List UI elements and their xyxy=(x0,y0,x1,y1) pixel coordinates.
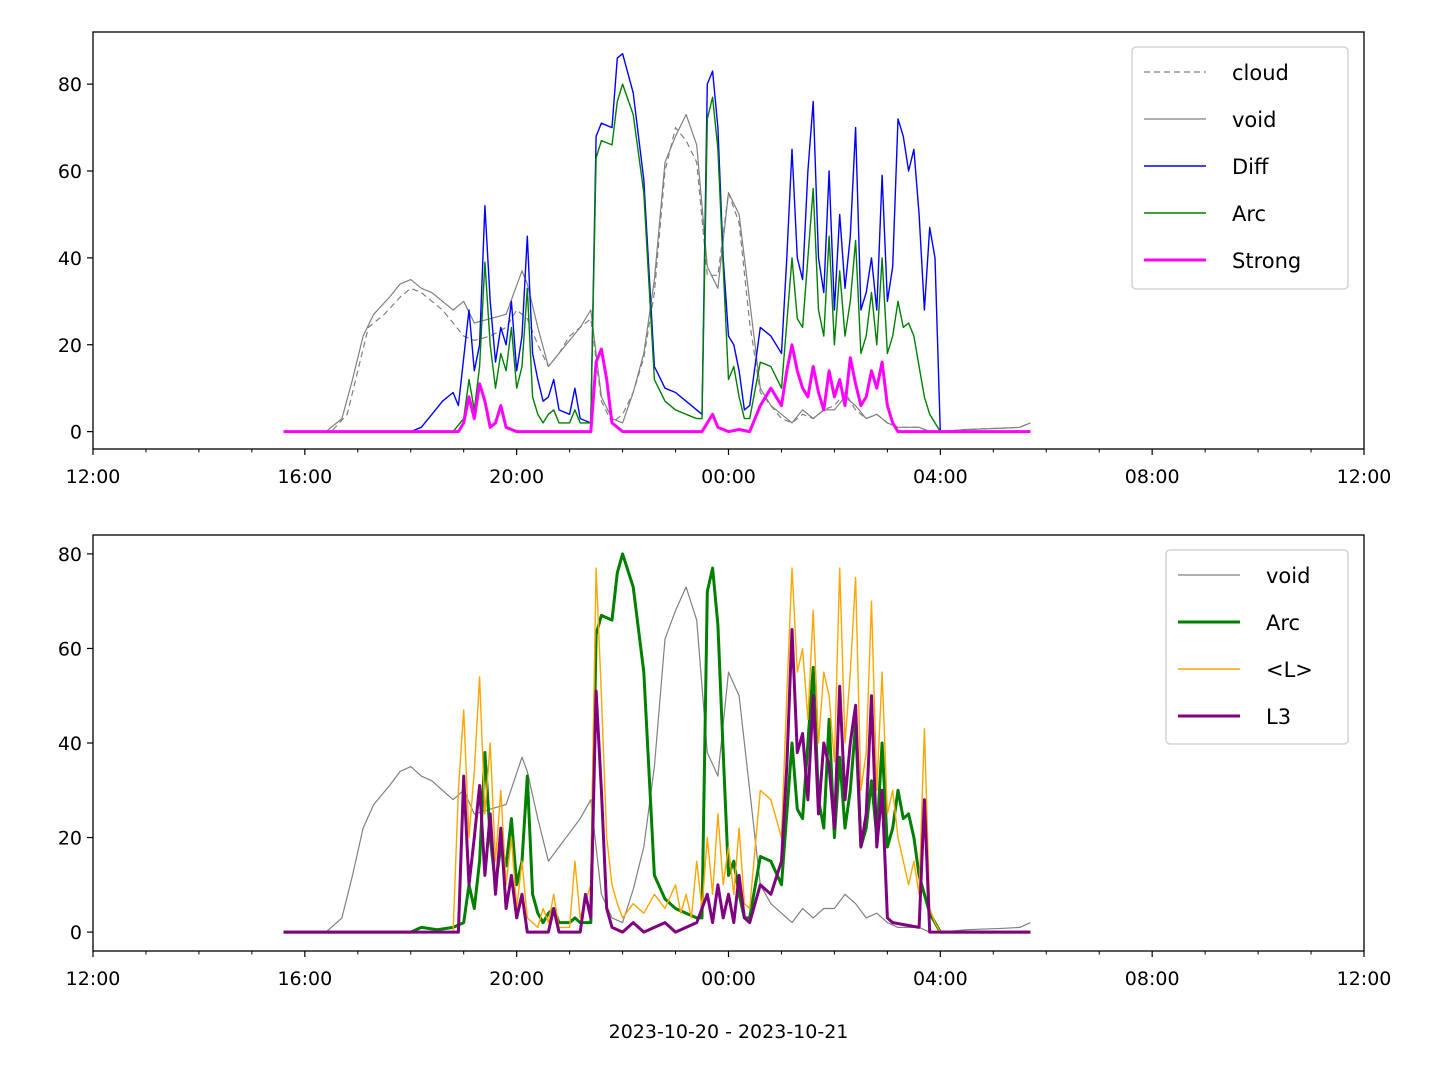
series-group xyxy=(283,552,1031,934)
series-group xyxy=(283,53,1031,434)
legend-box xyxy=(1165,549,1349,745)
x-tick-label: 20:00 xyxy=(489,968,544,990)
x-tick-label: 08:00 xyxy=(1125,968,1180,990)
x-tick-label: 12:00 xyxy=(66,466,121,488)
legend-label-strong: Strong xyxy=(1232,249,1301,273)
y-tick-label: 40 xyxy=(58,248,82,270)
x-tick-label: 00:00 xyxy=(701,968,756,990)
y-tick-label: 60 xyxy=(58,161,82,183)
legend-label-void: void xyxy=(1232,108,1276,132)
legend-label-arc: Arc xyxy=(1266,611,1300,635)
series-line-arc xyxy=(283,552,1031,934)
legend-label-void: void xyxy=(1266,564,1310,588)
x-axis-label: 2023-10-20 - 2023-10-21 xyxy=(609,1021,849,1043)
y-tick-label: 0 xyxy=(70,922,82,944)
x-tick-label: 00:00 xyxy=(701,466,756,488)
series-line-arc xyxy=(283,83,1031,433)
legend-label-cloud: cloud xyxy=(1232,61,1289,85)
legend-label-l3: L3 xyxy=(1266,705,1291,729)
legend-box xyxy=(1131,46,1349,290)
x-tick-label: 04:00 xyxy=(913,968,968,990)
x-tick-label: 08:00 xyxy=(1125,466,1180,488)
chart-panel-1: 0 20 40 60 80 12:00 16:00 20:00 00:00 04:00 08:00 1… xyxy=(58,31,1392,488)
x-tick-label: 12:00 xyxy=(66,968,121,990)
y-tick-label: 80 xyxy=(58,74,82,96)
series-line-strong xyxy=(283,343,1031,434)
series-line-l3 xyxy=(283,628,1031,934)
y-tick-label: 80 xyxy=(58,544,82,566)
y-tick-label: 20 xyxy=(58,335,82,357)
y-tick-label: 20 xyxy=(58,828,82,850)
series-line-void xyxy=(283,113,1031,433)
legend-label-diff: Diff xyxy=(1232,155,1269,179)
legend: void Arc <L> L3 xyxy=(1165,549,1349,745)
series-line-diff xyxy=(283,53,1031,433)
legend-label-arc: Arc xyxy=(1232,202,1266,226)
x-tick-label: 16:00 xyxy=(277,466,332,488)
series-line-void xyxy=(283,586,1031,933)
x-tick-label: 16:00 xyxy=(277,968,332,990)
x-tick-label: 20:00 xyxy=(489,466,544,488)
legend: cloud void Diff Arc Strong xyxy=(1131,46,1349,290)
series-line-l xyxy=(283,567,1031,933)
y-tick-label: 40 xyxy=(58,733,82,755)
x-tick-label: 12:00 xyxy=(1337,466,1392,488)
x-tick-label: 04:00 xyxy=(913,466,968,488)
x-tick-label: 12:00 xyxy=(1337,968,1392,990)
legend-label-l: <L> xyxy=(1266,658,1313,682)
chart-panel-2: 0 20 40 60 80 12:00 16:00 20:00 00:00 04:00 08:00 1… xyxy=(58,534,1392,1043)
y-tick-label: 0 xyxy=(70,422,82,444)
y-tick-label: 60 xyxy=(58,638,82,660)
